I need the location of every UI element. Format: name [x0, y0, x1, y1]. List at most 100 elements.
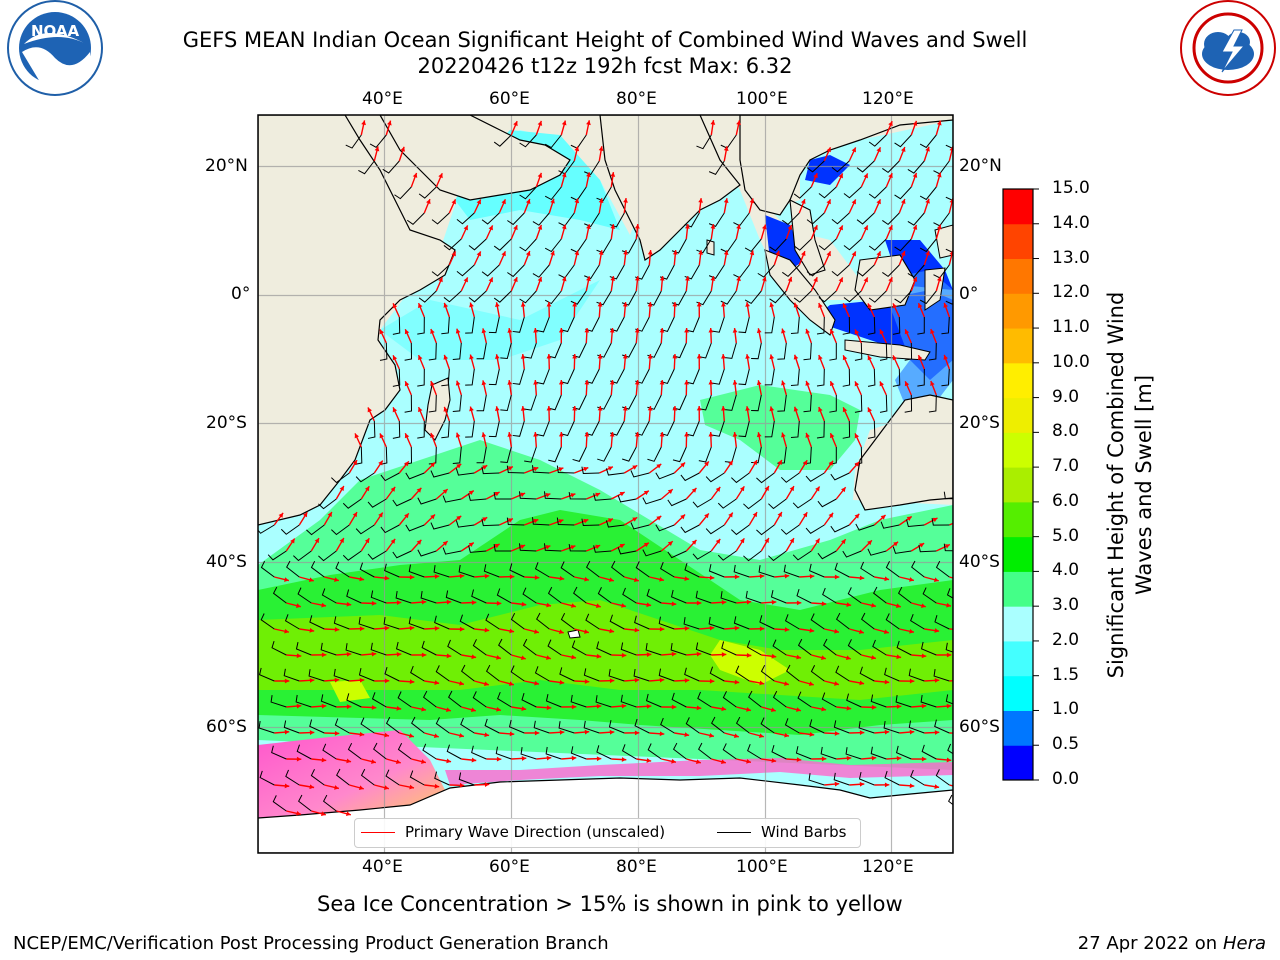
wave-arrow-head: [507, 432, 513, 437]
wind-barb: [770, 590, 787, 604]
wind-barb: [270, 695, 287, 708]
wave-arrow-head: [893, 541, 899, 547]
wind-barb: [359, 562, 375, 578]
wind-barb: [418, 186, 437, 199]
wave-arrow-head: [459, 782, 465, 788]
wave-arrow-head: [771, 758, 777, 763]
wind-barb: [595, 695, 612, 708]
wind-barb: [506, 465, 525, 474]
wind-barb: [820, 746, 837, 760]
wind-barb: [306, 524, 325, 536]
wind-barb: [806, 212, 825, 225]
wave-arrow-head: [451, 251, 456, 257]
wave-arrow-head: [583, 466, 589, 472]
colorbar-segment: [1003, 606, 1033, 642]
wind-barb: [855, 523, 875, 531]
wind-barb: [465, 368, 475, 386]
wave-arrow-head: [610, 224, 616, 229]
wave-arrow-head: [404, 433, 410, 439]
wind-barb: [298, 794, 312, 812]
wave-arrow-head: [634, 224, 640, 229]
wind-barb: [593, 545, 612, 553]
wave-arrow-head: [537, 120, 543, 126]
wind-barb: [512, 316, 525, 333]
wave-arrow-head: [841, 487, 846, 493]
wave-arrow-head: [586, 224, 591, 230]
wind-barb: [385, 769, 400, 786]
wind-barb: [488, 316, 500, 334]
wave-arrow-head: [925, 146, 930, 152]
wave-arrow-head: [494, 302, 500, 308]
lon-label-bottom-80: 80°E: [616, 857, 657, 877]
wave-arrow-head: [821, 756, 827, 762]
wave-arrow-head: [680, 514, 686, 520]
wave-arrow-head: [944, 544, 950, 549]
wind-barb: [709, 666, 725, 682]
wind-barb: [524, 342, 537, 359]
wind-barb: [859, 666, 875, 682]
kerguelen: [567, 629, 581, 639]
footer-producer: NCEP/EMC/Verification Post Processing Pr…: [13, 933, 609, 954]
wave-arrow-head: [949, 198, 953, 203]
lat-label-right-0: 0°: [959, 284, 979, 304]
wave-arrow-head: [813, 173, 818, 179]
wind-barb: [355, 472, 375, 483]
wave-arrow-head: [647, 302, 653, 307]
wind-barb: [583, 668, 600, 682]
wave-arrow-head: [607, 518, 613, 523]
wind-barb: [680, 524, 700, 534]
wind-barb: [411, 716, 425, 734]
wind-barb: [476, 342, 487, 360]
lat-label-right-40s: 40°S: [959, 552, 1000, 572]
colorbar-tick-label: 0.5: [1052, 734, 1080, 755]
wind-barb: [793, 238, 812, 251]
wind-barb: [768, 550, 787, 562]
wave-arrow-head: [470, 707, 476, 713]
wave-arrow-head: [691, 487, 697, 493]
wind-barb: [442, 547, 462, 555]
wave-arrow-head: [496, 706, 501, 712]
wave-arrow-head: [451, 199, 456, 205]
wave-arrow-head: [834, 628, 839, 634]
wave-arrow-head: [595, 544, 601, 550]
wind-barb: [904, 394, 913, 413]
wind-barb: [821, 692, 837, 708]
wind-barb: [952, 463, 953, 465]
java: [844, 339, 931, 361]
wind-barb: [481, 264, 500, 277]
wind-barb: [447, 639, 462, 656]
india: [599, 115, 741, 261]
wave-arrow-head: [867, 407, 873, 413]
wave-arrow-head: [759, 573, 765, 579]
wave-arrow-head: [809, 573, 815, 579]
wave-arrow-head: [387, 120, 392, 126]
wave-arrow-head: [708, 380, 714, 385]
wave-arrow-head: [876, 147, 881, 153]
wind-barb: [717, 550, 737, 561]
wind-barb: [747, 743, 762, 760]
wind-barb: [500, 394, 512, 412]
wind-barb: [934, 719, 950, 734]
wind-barb: [443, 290, 462, 303]
wind-barb: [721, 641, 737, 656]
wind-barb: [692, 498, 712, 508]
wave-arrow-head: [659, 626, 665, 632]
wave-arrow-head: [622, 354, 628, 359]
wave-direction-arrow: [957, 433, 962, 447]
wind-barb: [308, 669, 325, 682]
wave-arrow-head: [633, 577, 639, 583]
wave-arrow-head: [846, 705, 852, 711]
lon-label-top-80: 80°E: [616, 89, 657, 109]
wave-arrow-head: [759, 680, 765, 686]
wind-barb: [622, 342, 637, 358]
wave-arrow-head: [867, 303, 873, 309]
wind-barb: [500, 342, 512, 360]
wave-arrow-head: [769, 406, 775, 412]
wave-arrow-head: [723, 250, 729, 255]
wind-barb: [708, 616, 725, 630]
wave-arrow-head: [960, 627, 965, 632]
wave-arrow-head: [371, 600, 377, 606]
wave-arrow-head: [854, 329, 860, 335]
wave-arrow-head: [484, 573, 490, 579]
wave-arrow-head: [818, 303, 823, 309]
